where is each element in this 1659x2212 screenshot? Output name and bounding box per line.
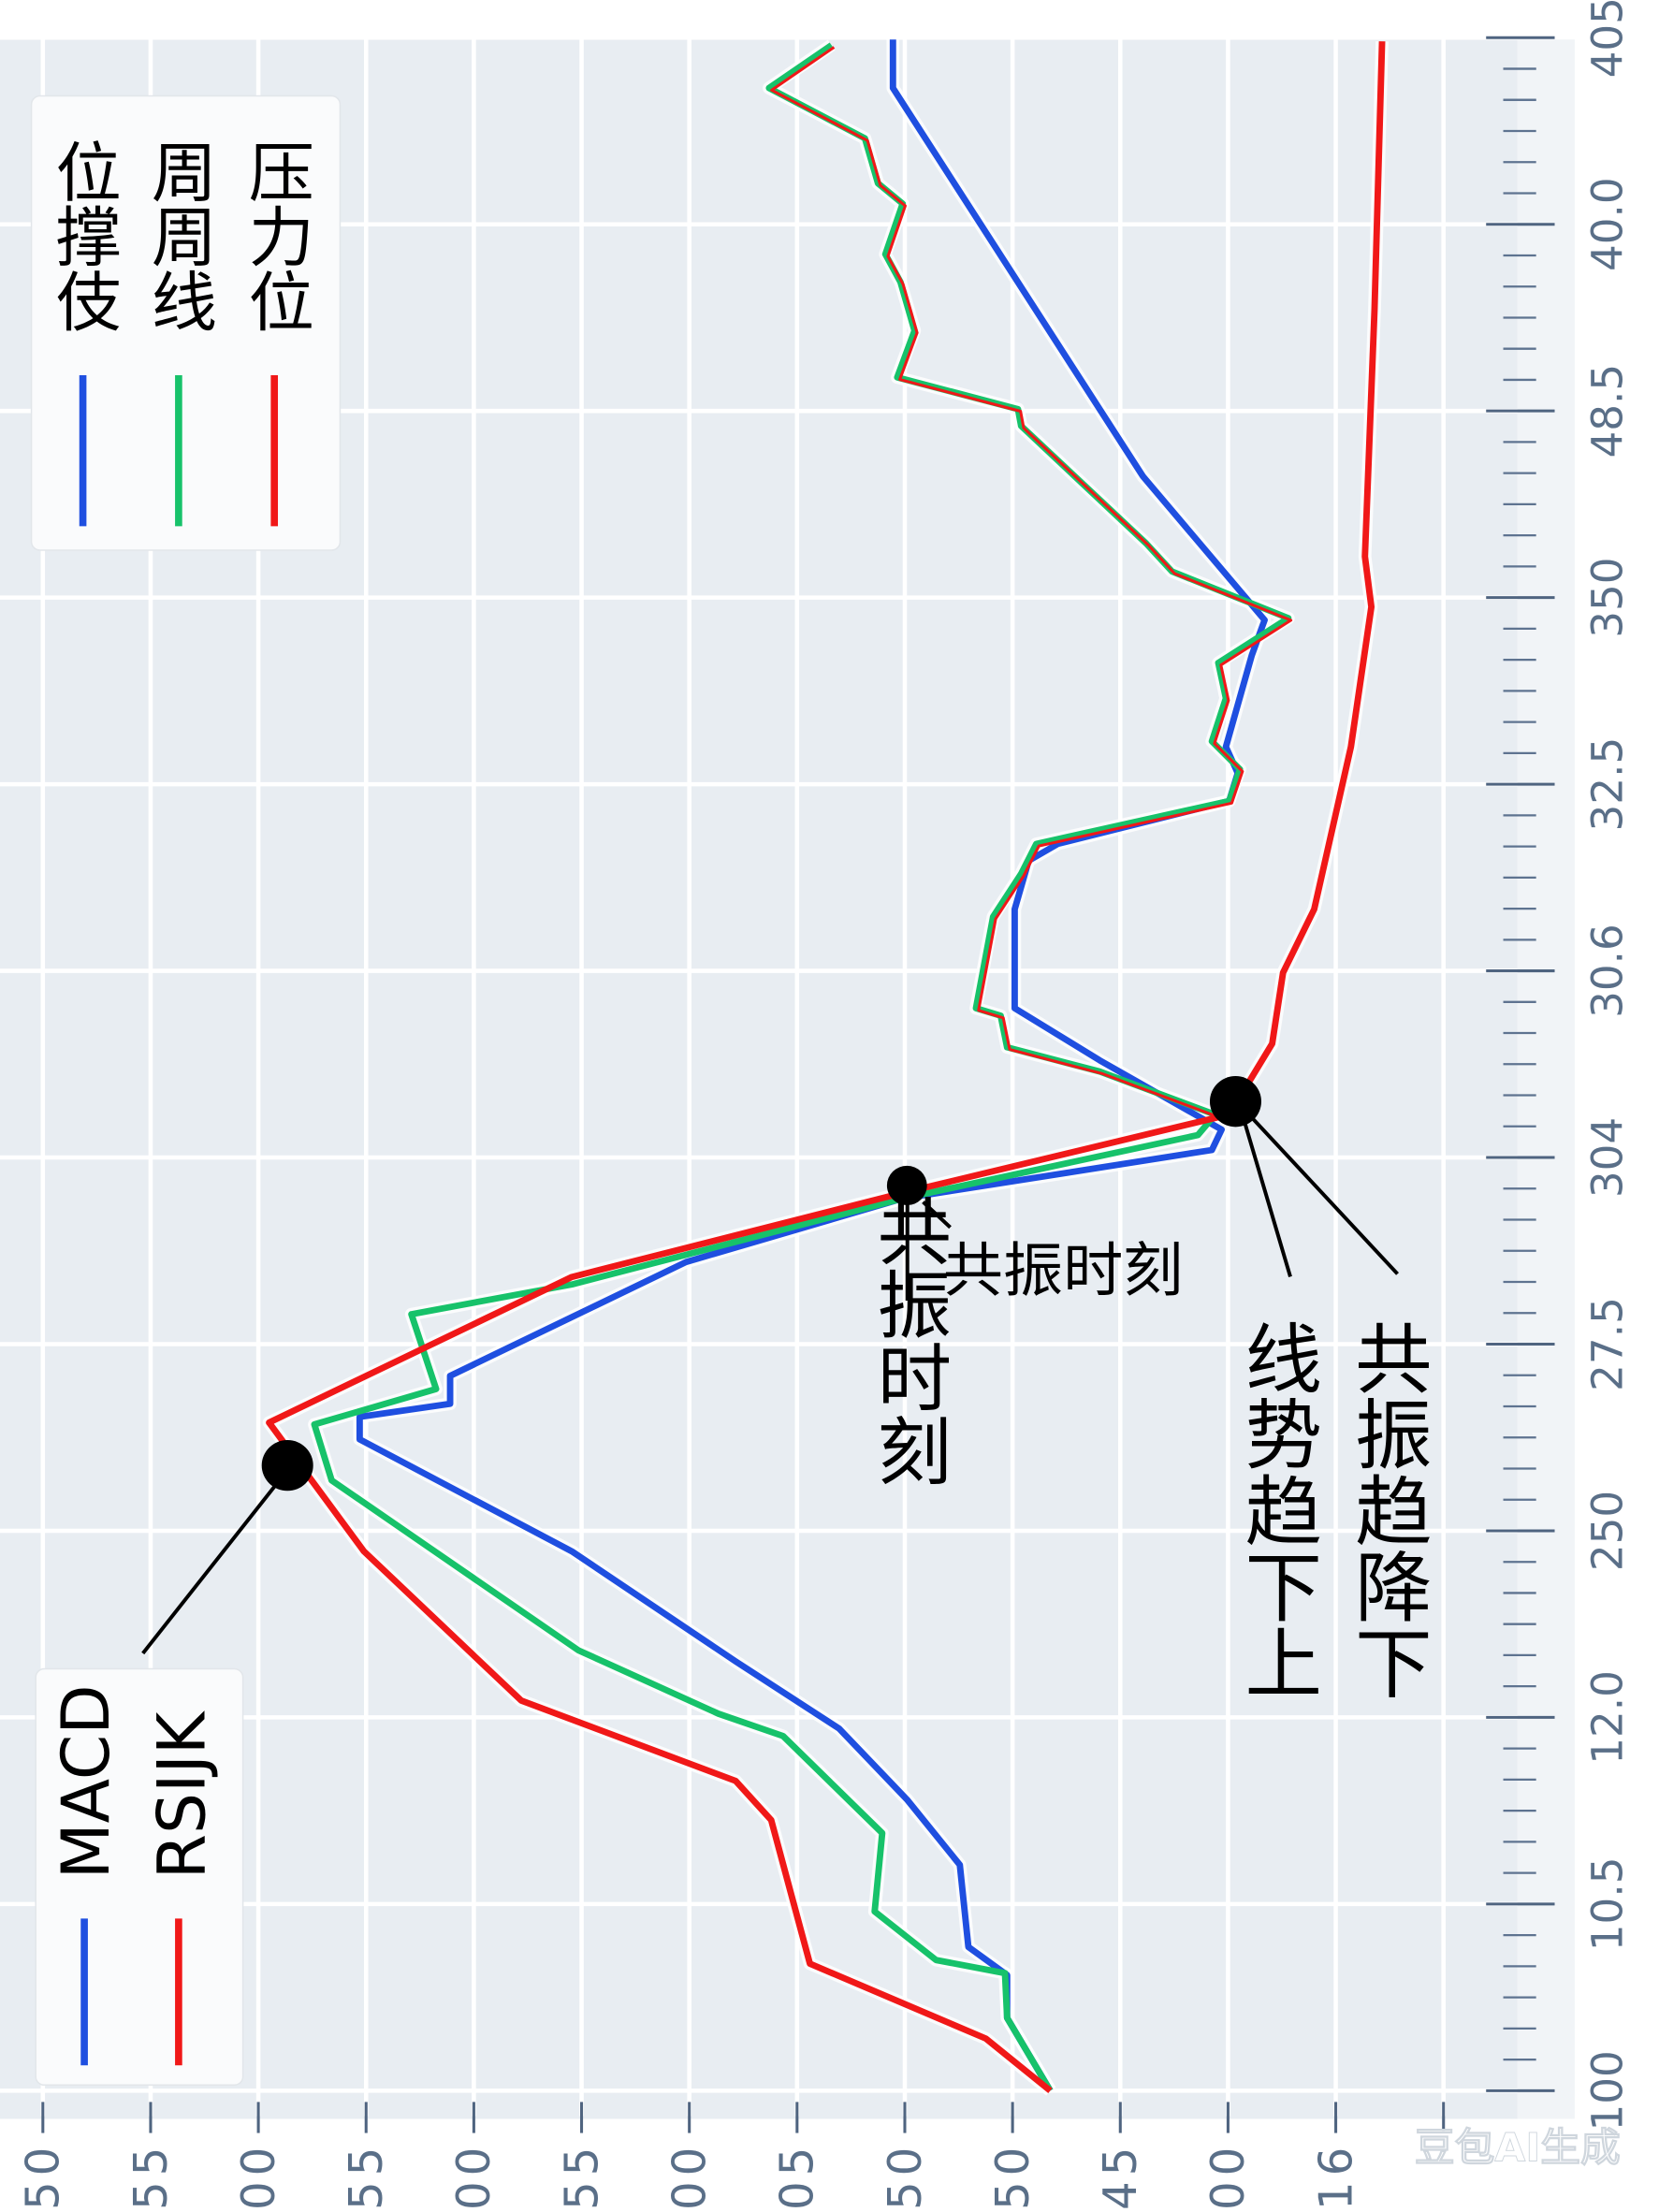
right-axis-tick-label: 32.5 bbox=[1582, 737, 1632, 832]
bottom-axis-tick-label: 205 bbox=[771, 2142, 823, 2212]
legend-label-rsijk: RSIJK bbox=[144, 1710, 221, 1879]
bottom-axis-tick-label: 300 bbox=[663, 2142, 716, 2212]
right-axis-tick-label: 10.5 bbox=[1582, 1857, 1632, 1952]
legend-label-weekly: 周周线 bbox=[140, 138, 217, 333]
legend-label-support: 位撑伎 bbox=[45, 138, 122, 333]
bottom-axis-tick-label: 16 bbox=[1310, 2142, 1362, 2210]
leader-line-right-1 bbox=[1241, 1116, 1292, 1277]
annotation-trend-up: 线势趋下上 bbox=[1231, 1319, 1321, 1700]
right-axis-band bbox=[1517, 39, 1575, 2119]
annotation-resonance-vertical: 共振时刻 bbox=[864, 1193, 951, 1487]
resonance-marker bbox=[261, 1440, 313, 1492]
bottom-axis-tick-label: 500 bbox=[233, 2142, 285, 2212]
bottom-axis-tick-label: 250 bbox=[987, 2142, 1040, 2212]
bottom-axis-tick-label: 100 bbox=[1202, 2142, 1255, 2212]
right-axis-tick-label: 350 bbox=[1582, 557, 1632, 637]
series-line-green bbox=[311, 42, 1292, 2093]
right-axis-tick-label: 250 bbox=[1582, 1491, 1632, 1571]
markers bbox=[261, 1076, 1261, 1492]
bottom-axis: 050 555 500 455 400 455 300 205 250 250 145 100 16 bbox=[17, 2102, 1446, 2212]
bottom-axis-tick-label: 555 bbox=[124, 2142, 177, 2212]
leader-line-mid-diagonal bbox=[922, 1201, 952, 1230]
bottom-axis-tick-label: 455 bbox=[341, 2142, 393, 2212]
resonance-marker bbox=[886, 1165, 927, 1206]
legend-top-box bbox=[30, 95, 342, 551]
right-axis-tick-label: 30.6 bbox=[1582, 924, 1632, 1018]
right-axis-tick-label: 48.5 bbox=[1582, 364, 1632, 458]
right-axis-tick-label: 100 bbox=[1582, 2050, 1632, 2131]
annotation-leaders bbox=[141, 1113, 1399, 1655]
leader-line-right-2 bbox=[1247, 1113, 1399, 1275]
series-line-red-echo bbox=[770, 46, 1293, 1118]
legend-bottom: MACD RSIJK bbox=[35, 1667, 244, 2087]
bottom-axis-tick-label: 145 bbox=[1095, 2142, 1147, 2212]
right-axis-tick-label: 304 bbox=[1582, 1117, 1632, 1198]
bottom-axis-tick-label: 455 bbox=[556, 2142, 608, 2212]
legend-label-macd: MACD bbox=[49, 1684, 125, 1879]
right-axis-tick-label: 40.0 bbox=[1582, 177, 1632, 271]
annotation-resonance-horizontal: 共振时刻 bbox=[943, 1237, 1184, 1306]
watermark-logo: 豆包AI生成 bbox=[1415, 2126, 1621, 2172]
right-axis-tick-label: 405 bbox=[1582, 0, 1632, 78]
right-axis-tick-label: 12.0 bbox=[1582, 1670, 1632, 1765]
leader-line-left bbox=[141, 1479, 281, 1655]
bottom-axis-tick-label: 250 bbox=[879, 2142, 931, 2212]
legend-label-resistance: 压力位 bbox=[238, 138, 314, 333]
annotation-trend-down: 共振趋降下 bbox=[1342, 1319, 1432, 1700]
series-line-blue bbox=[356, 39, 1268, 2093]
right-axis-tick-label: 27.5 bbox=[1582, 1297, 1632, 1391]
resonance-marker bbox=[1209, 1076, 1261, 1128]
bottom-axis-tick-label: 050 bbox=[17, 2142, 69, 2212]
bottom-axis-tick-label: 400 bbox=[448, 2142, 501, 2212]
right-axis: 100 10.5 12.0 250 27.5 304 30.6 32.5 350 48.5 40.0… bbox=[1486, 0, 1632, 2132]
legend-top: 位撑伎 周周线 压力位 bbox=[30, 95, 342, 551]
